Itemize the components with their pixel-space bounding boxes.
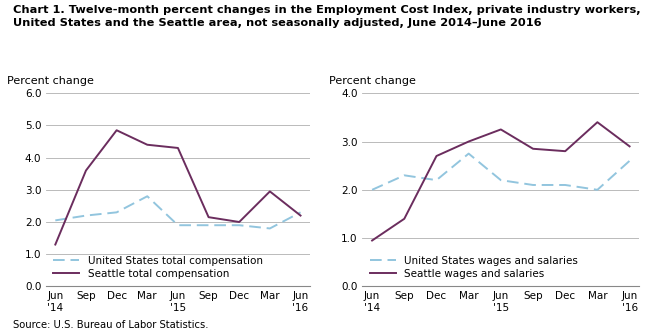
Text: United States and the Seattle area, not seasonally adjusted, June 2014–June 2016: United States and the Seattle area, not …: [13, 18, 542, 28]
Legend: United States total compensation, Seattle total compensation: United States total compensation, Seattl…: [51, 254, 265, 281]
Legend: United States wages and salaries, Seattle wages and salaries: United States wages and salaries, Seattl…: [368, 254, 580, 281]
Text: Source: U.S. Bureau of Labor Statistics.: Source: U.S. Bureau of Labor Statistics.: [13, 320, 209, 330]
Text: Percent change: Percent change: [7, 76, 94, 86]
Text: Percent change: Percent change: [330, 76, 416, 86]
Text: Chart 1. Twelve-month percent changes in the Employment Cost Index, private indu: Chart 1. Twelve-month percent changes in…: [13, 5, 641, 15]
